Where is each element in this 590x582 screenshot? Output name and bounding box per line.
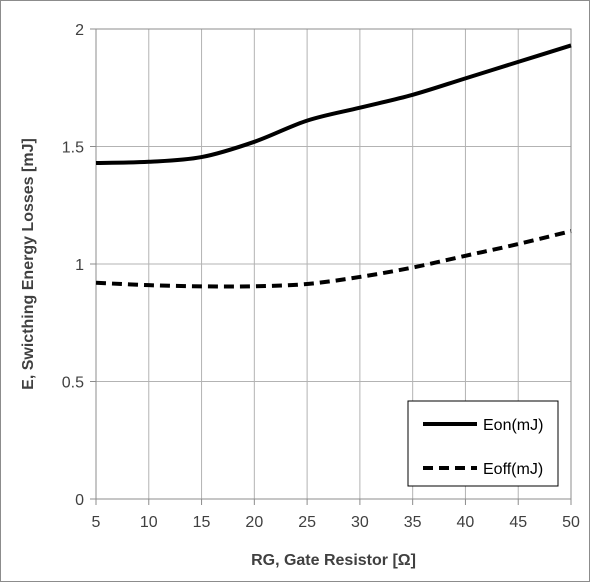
x-tick-label: 45: [509, 514, 527, 531]
y-tick-label: 2: [75, 22, 84, 39]
y-tick-label: 1: [75, 257, 84, 274]
y-axis-title: E, Swicthing Energy Losses [mJ]: [20, 138, 37, 390]
x-tick-label: 10: [140, 514, 158, 531]
x-tick-label: 35: [404, 514, 422, 531]
x-tick-label: 30: [351, 514, 369, 531]
x-tick-label: 15: [193, 514, 211, 531]
y-tick-label: 0: [75, 492, 84, 509]
y-tick-label: 0.5: [62, 375, 84, 392]
y-axis-ticks: 0 0.5 1 1.5 2: [62, 22, 96, 509]
series-line-eoff: [95, 229, 572, 289]
series: [95, 43, 572, 289]
legend-label-eon: Eon(mJ): [483, 417, 543, 434]
x-axis-title: RG, Gate Resistor [Ω]: [251, 552, 416, 569]
y-tick-label: 1.5: [62, 140, 84, 157]
x-tick-label: 40: [457, 514, 475, 531]
series-line-eon: [95, 43, 572, 165]
x-tick-label: 50: [562, 514, 580, 531]
legend: Eon(mJ) Eoff(mJ): [407, 400, 559, 487]
x-tick-label: 5: [92, 514, 101, 531]
x-tick-label: 25: [298, 514, 316, 531]
x-axis-ticks: 5 10 15 20 25 30 35 40 45 50: [92, 499, 580, 531]
legend-label-eoff: Eoff(mJ): [483, 461, 543, 478]
x-tick-label: 20: [245, 514, 263, 531]
legend-box: [407, 400, 559, 487]
